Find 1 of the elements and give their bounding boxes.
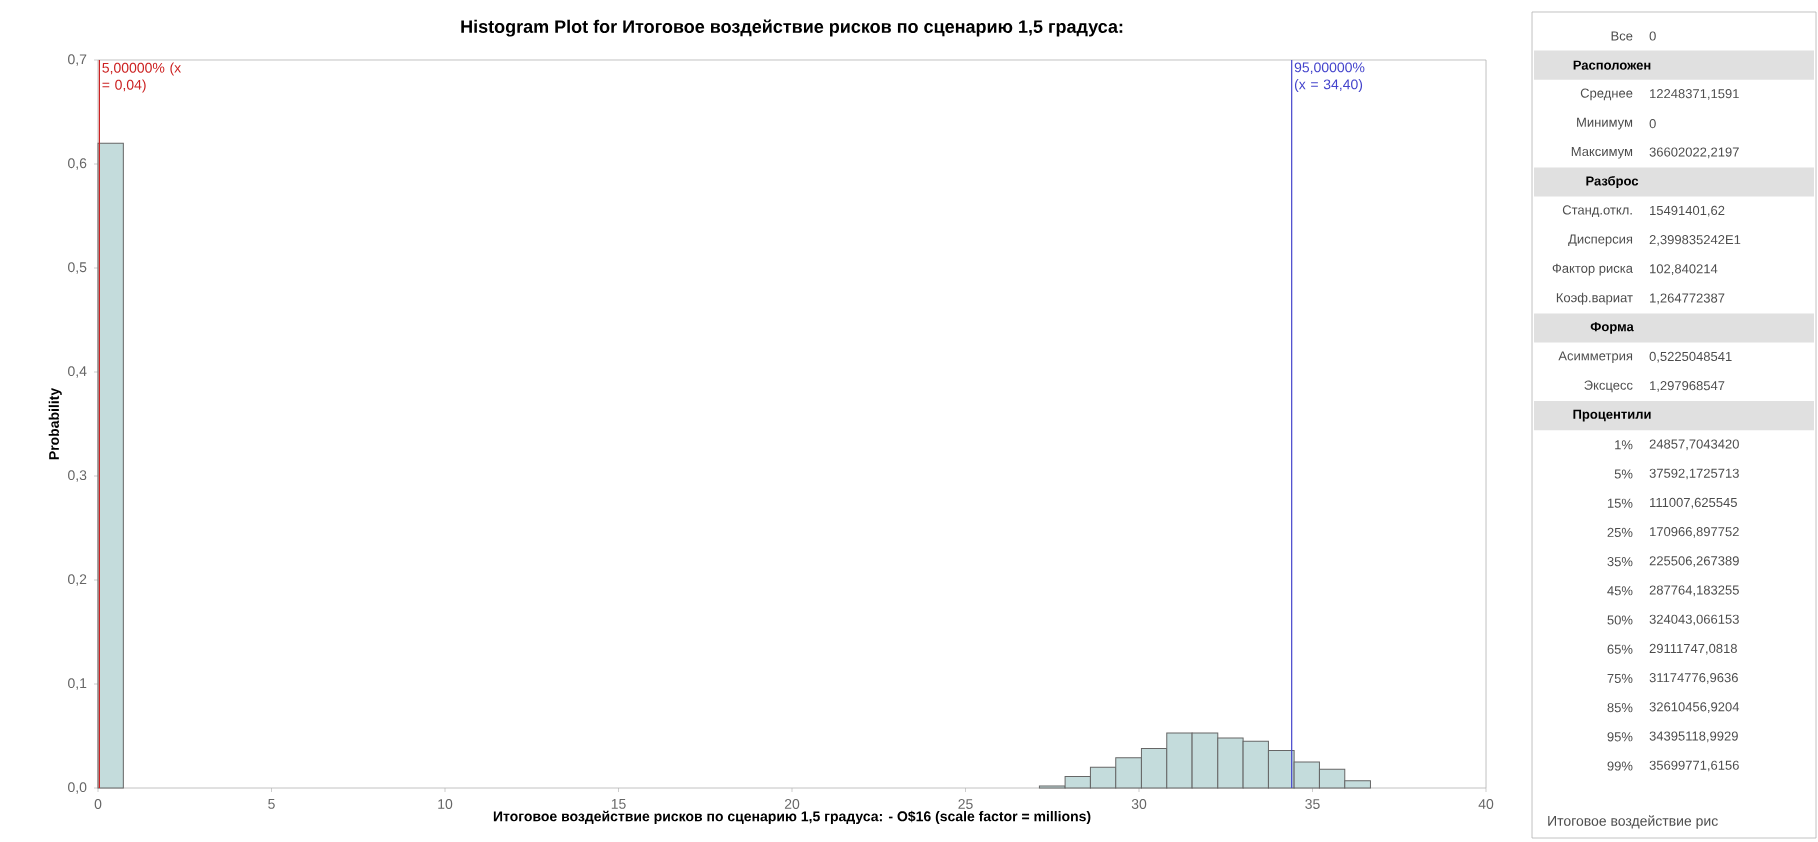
- chart-title: Histogram Plot for Итоговое воздействие рисков по сценарию 1,5 градуса:: [461, 19, 1123, 37]
